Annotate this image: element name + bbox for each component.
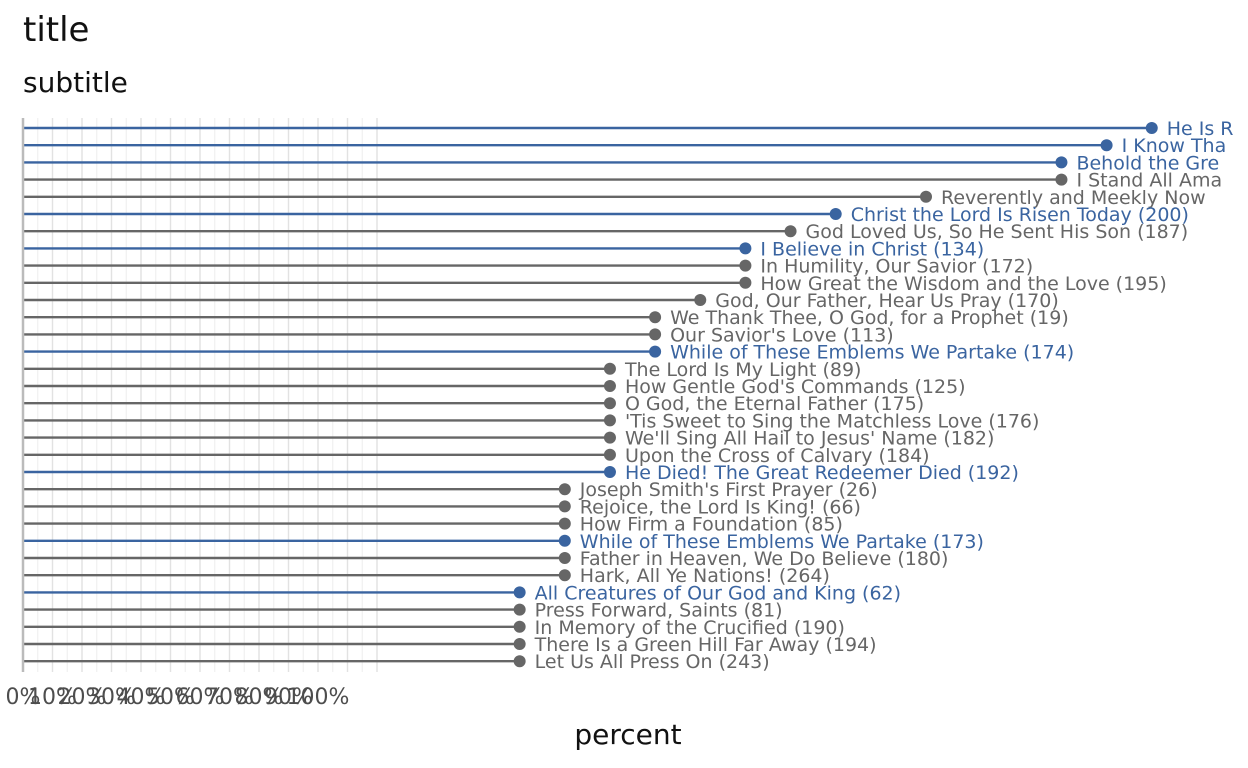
x-tick-label: 70% (205, 685, 254, 710)
lollipop-dot (1055, 156, 1068, 169)
row-label: Our Savior's Love (113) (670, 324, 894, 346)
row-label: We'll Sing All Hail to Jesus' Name (182) (625, 428, 994, 450)
lollipop-dot (603, 431, 616, 444)
lollipop-dot (649, 328, 662, 341)
row-label: In Memory of the Crucified (190) (535, 617, 845, 639)
lollipop-dot (558, 483, 571, 496)
lollipop-dot (603, 380, 616, 392)
row-label: I Stand All Ama (1076, 170, 1222, 192)
row-label: Rejoice, the Lord Is King! (66) (580, 496, 861, 518)
lollipop-dot (558, 534, 571, 547)
row-label: The Lord Is My Light (89) (624, 359, 862, 381)
x-tick-label: 100% (287, 685, 350, 710)
lollipop-dot (694, 294, 707, 306)
lollipop-dot (649, 311, 662, 324)
row-label: God Loved Us, So He Sent His Son (187) (806, 221, 1189, 243)
lollipop-dot (1145, 122, 1158, 134)
row-label: He Died! The Great Redeemer Died (192) (625, 462, 1019, 484)
row-label: While of These Emblems We Partake (174) (670, 342, 1074, 364)
stems (23, 126, 1152, 663)
row-label: I Know Tha (1122, 135, 1227, 157)
lollipop-dot (603, 466, 616, 478)
row-label: Behold the Gre (1076, 152, 1219, 174)
x-axis-ticks: 0%10%20%30%40%50%60%70%80%90%100% (6, 685, 350, 710)
lollipop-dot (513, 655, 526, 668)
row-label: 'Tis Sweet to Sing the Matchless Love (1… (625, 410, 1039, 432)
row-label: Press Forward, Saints (81) (535, 600, 783, 622)
lollipop-dot (603, 397, 616, 410)
row-label: How Firm a Foundation (85) (580, 514, 843, 536)
lollipop-dot (513, 586, 526, 599)
lollipop-dot (558, 500, 571, 513)
lollipop-dot (513, 638, 526, 650)
lollipop-dot (513, 620, 526, 633)
row-label: While of These Emblems We Partake (173) (580, 531, 984, 553)
x-axis-title: percent (574, 718, 681, 751)
row-label: Hark, All Ye Nations! (264) (580, 565, 830, 587)
row-label: Father in Heaven, We Do Believe (180) (580, 548, 949, 570)
x-tick-label: 10% (28, 685, 77, 710)
row-label: O God, the Eternal Father (175) (625, 393, 924, 415)
x-tick-label: 90% (264, 685, 313, 710)
lollipop-dot (739, 259, 752, 272)
x-tick-label: 40% (117, 685, 166, 710)
row-label: Upon the Cross of Calvary (184) (625, 445, 930, 467)
row-label: Christ the Lord Is Risen Today (200) (851, 204, 1189, 226)
grid-lines (22, 118, 378, 672)
lollipop-dot (558, 517, 571, 530)
row-label: Joseph Smith's First Prayer (26) (579, 479, 878, 501)
lollipop-dot (1100, 139, 1113, 152)
x-tick-label: 20% (58, 685, 107, 710)
row-label: God, Our Father, Hear Us Pray (170) (715, 290, 1059, 312)
lollipop-dot (603, 362, 616, 375)
lollipop-dot (603, 414, 616, 427)
lollipop-dot (603, 448, 616, 461)
x-tick-label: 50% (146, 685, 195, 710)
lollipop-dot (920, 190, 932, 203)
lollipop-dot (513, 603, 526, 616)
lollipop-dot (558, 552, 571, 564)
row-label: How Gentle God's Commands (125) (625, 376, 966, 398)
row-label: How Great the Wisdom and the Love (195) (760, 273, 1166, 295)
x-tick-label: 60% (176, 685, 225, 710)
row-label: Let Us All Press On (243) (535, 651, 770, 673)
row-label: All Creatures of Our God and King (62) (535, 582, 901, 604)
dots (513, 122, 1158, 668)
chart-title: title (23, 10, 90, 50)
lollipop-dot (1055, 173, 1068, 186)
chart-subtitle: subtitle (23, 66, 128, 99)
row-label: There Is a Green Hill Far Away (194) (534, 634, 877, 656)
x-tick-label: 80% (235, 685, 284, 710)
row-label: Reverently and Meekly Now (941, 187, 1206, 209)
lollipop-dot (649, 345, 662, 358)
lollipop-dot (829, 208, 842, 220)
x-tick-label: 30% (87, 685, 136, 710)
lollipop-dot (739, 242, 752, 255)
x-tick-label: 0% (6, 685, 41, 710)
row-label: I Believe in Christ (134) (760, 238, 984, 260)
row-label: We Thank Thee, O God, for a Prophet (19) (670, 307, 1069, 329)
lollipop-dot (558, 569, 571, 582)
row-label: He Is R (1167, 118, 1234, 140)
lollipop-dot (784, 225, 797, 238)
lollipop-dot (739, 276, 752, 289)
row-label: In Humility, Our Savior (172) (760, 256, 1033, 278)
